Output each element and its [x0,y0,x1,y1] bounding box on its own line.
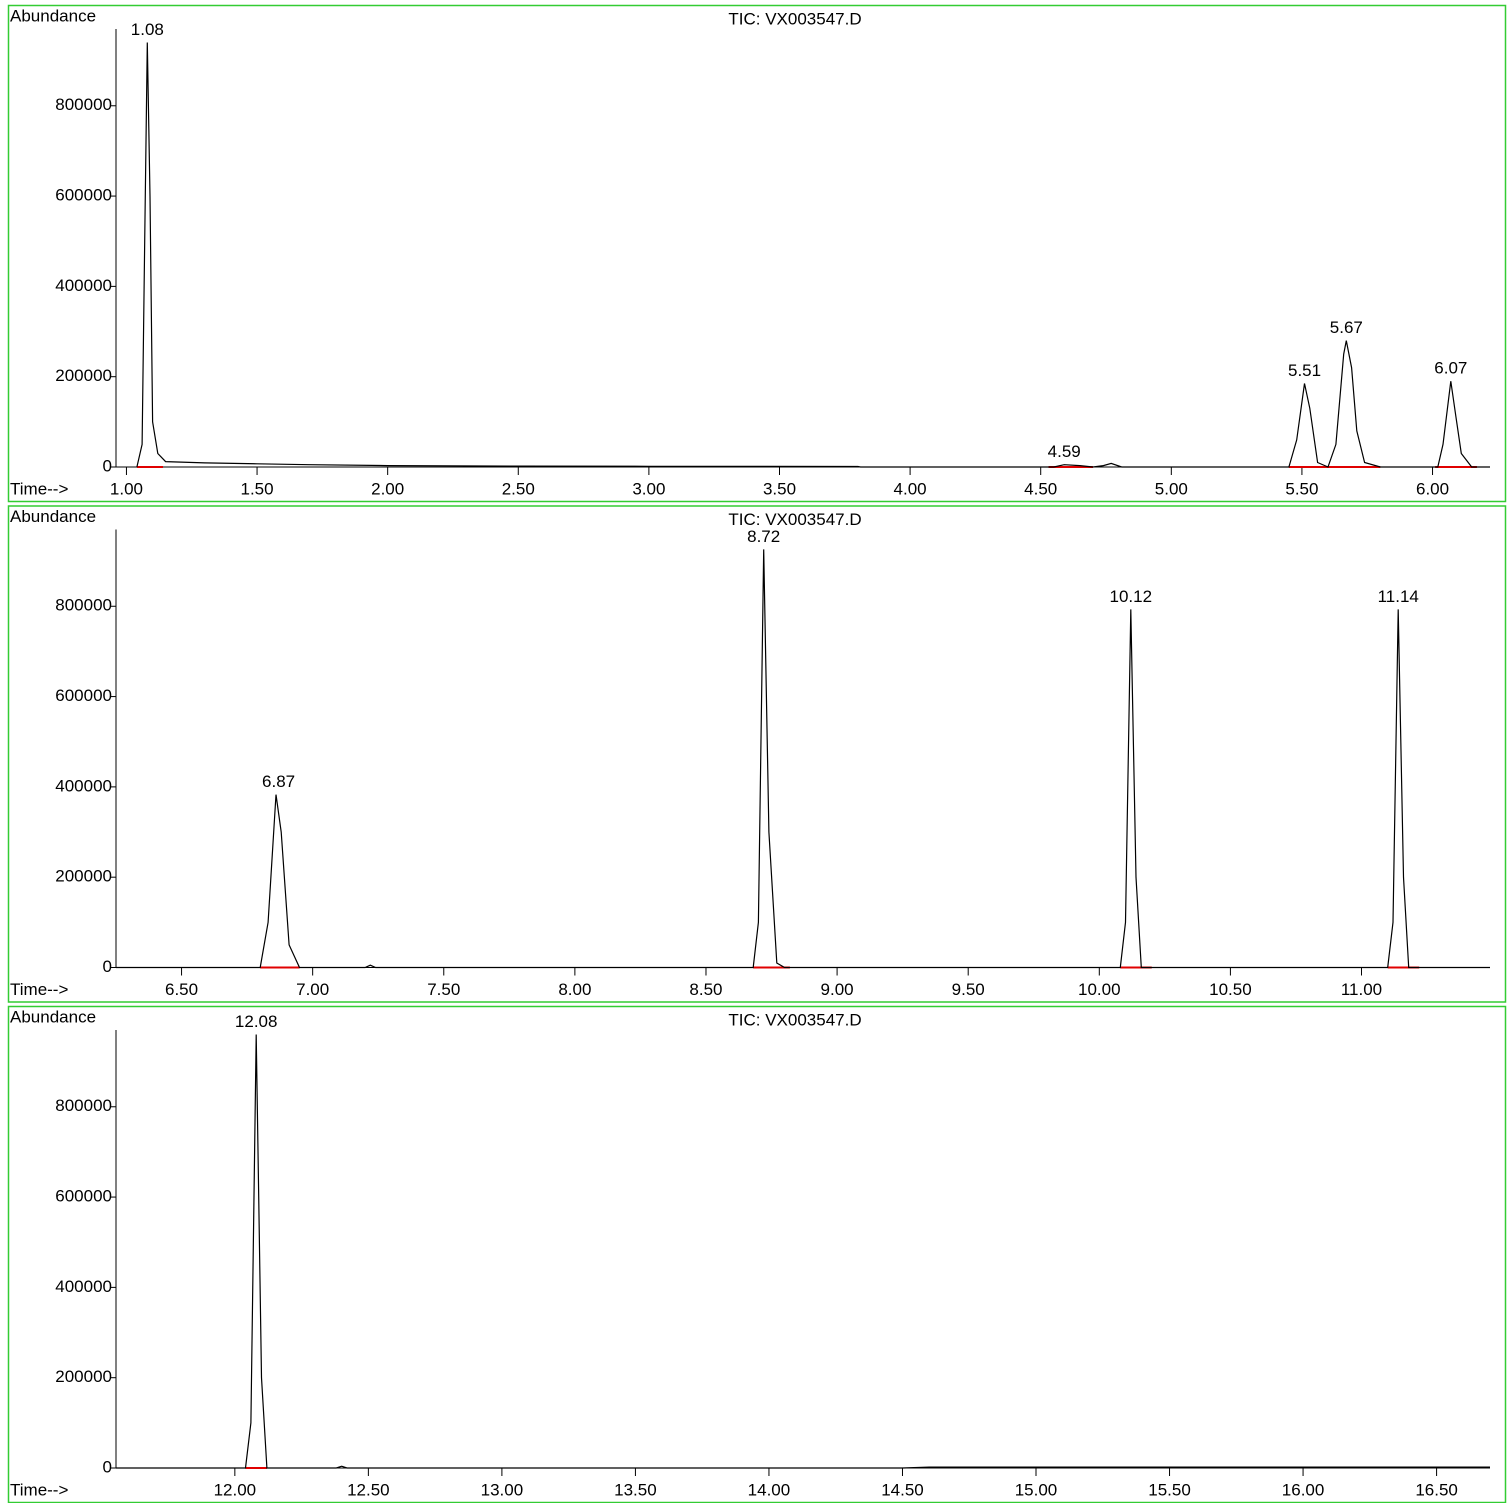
x-tick-label: 15.00 [1015,1480,1058,1499]
x-tick-label: 3.50 [763,479,796,498]
x-tick-label: 14.00 [748,1480,791,1499]
x-tick-label: 6.50 [165,980,198,999]
x-tick-label: 9.50 [952,980,985,999]
y-tick-label: 0 [103,957,112,976]
peak-label: 12.08 [235,1012,278,1031]
peak-label: 4.59 [1048,442,1081,461]
x-tick-label: 13.50 [614,1480,657,1499]
x-tick-label: 13.00 [481,1480,524,1499]
peak-label: 5.67 [1330,318,1363,337]
peak-label: 11.14 [1378,587,1419,606]
x-axis-label: Time--> [10,1480,68,1499]
y-tick-label: 0 [103,456,112,475]
peak-label: 1.08 [131,20,164,39]
x-tick-label: 4.00 [894,479,927,498]
y-tick-label: 600000 [55,686,112,705]
signal-trace [136,42,1490,468]
x-tick-label: 7.50 [427,980,460,999]
x-tick-label: 1.00 [110,479,143,498]
x-tick-label: 16.50 [1415,1480,1458,1499]
x-tick-label: 1.50 [241,479,274,498]
x-tick-label: 7.00 [296,980,329,999]
x-tick-label: 3.00 [632,479,665,498]
y-axis-label: Abundance [10,1007,96,1026]
x-tick-label: 6.00 [1416,479,1449,498]
x-tick-label: 2.50 [502,479,535,498]
panel-border [7,505,1507,1003]
chart-title: TIC: VX003547.D [728,9,861,28]
peak-label: 5.51 [1288,361,1321,380]
x-tick-label: 14.50 [881,1480,924,1499]
y-tick-label: 400000 [55,1277,112,1296]
signal-trace [116,549,1490,969]
y-tick-label: 200000 [55,1367,112,1386]
chart-title: TIC: VX003547.D [728,1010,861,1029]
peak-label: 6.07 [1434,359,1467,378]
panel-border [7,1005,1507,1503]
peak-label: 10.12 [1109,587,1152,606]
y-tick-label: 0 [103,1457,112,1476]
y-tick-label: 400000 [55,276,112,295]
x-tick-label: 11.00 [1341,980,1382,999]
peak-label: 6.87 [262,772,295,791]
x-tick-label: 8.50 [689,980,722,999]
x-axis-label: Time--> [10,479,68,498]
x-axis-label: Time--> [10,980,68,999]
signal-trace [116,1034,1490,1469]
y-tick-label: 200000 [55,366,112,385]
x-tick-label: 10.00 [1078,980,1121,999]
y-axis-label: Abundance [10,6,96,25]
x-tick-label: 12.50 [347,1480,390,1499]
x-tick-label: 2.00 [371,479,404,498]
x-tick-label: 4.50 [1024,479,1057,498]
y-tick-label: 600000 [55,186,112,205]
y-tick-label: 800000 [55,596,112,615]
x-tick-label: 5.50 [1285,479,1318,498]
y-axis-label: Abundance [10,507,96,526]
x-tick-label: 12.00 [214,1480,257,1499]
y-tick-label: 200000 [55,867,112,886]
x-tick-label: 15.50 [1148,1480,1191,1499]
x-tick-label: 8.00 [558,980,591,999]
peak-label: 8.72 [747,527,780,546]
x-tick-label: 10.50 [1209,980,1252,999]
panel-border [7,4,1507,503]
x-tick-label: 9.00 [821,980,854,999]
y-tick-label: 800000 [55,95,112,114]
x-tick-label: 16.00 [1282,1480,1325,1499]
y-tick-label: 800000 [55,1096,112,1115]
x-tick-label: 5.00 [1155,479,1188,498]
y-tick-label: 600000 [55,1187,112,1206]
chart-title: TIC: VX003547.D [728,510,861,529]
y-tick-label: 400000 [55,776,112,795]
